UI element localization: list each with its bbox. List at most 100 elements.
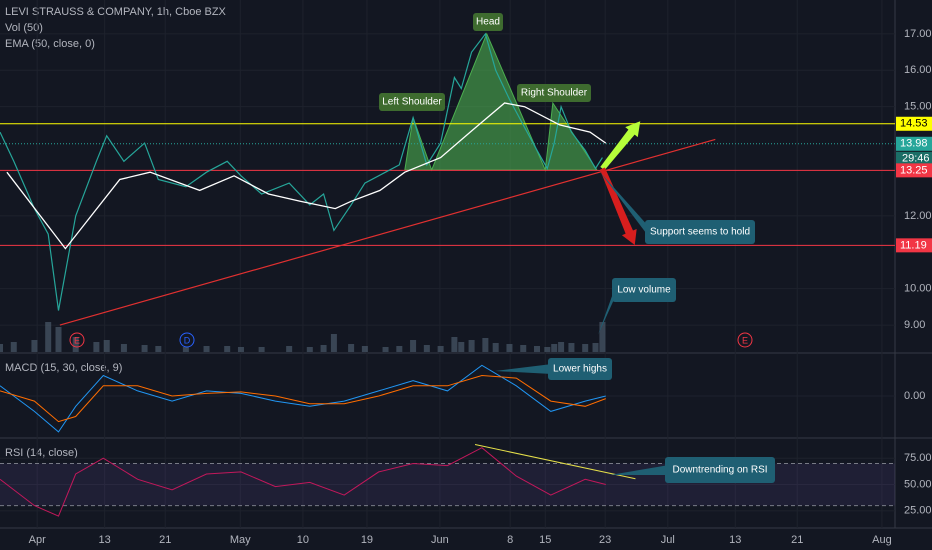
volume-bar	[0, 344, 3, 352]
volume-bar	[141, 345, 148, 352]
volume-bar	[10, 342, 17, 352]
callout-tail	[600, 172, 649, 237]
volume-bar	[203, 346, 210, 352]
price-tag	[896, 116, 932, 131]
volume-bar	[492, 343, 499, 352]
volume-bar	[551, 344, 558, 352]
volume-bar	[103, 340, 110, 352]
volume-bar	[468, 340, 475, 352]
volume-bar	[534, 346, 540, 352]
volume-bar	[306, 347, 313, 352]
volume-bar	[506, 344, 513, 352]
price-tag-label: 14.53	[900, 118, 928, 130]
macd-line	[0, 374, 606, 423]
annotation-text: Support seems to hold	[650, 227, 750, 238]
event-label: E	[742, 335, 748, 345]
arrow	[600, 121, 641, 171]
annotation-text: Head	[476, 17, 500, 28]
price-line	[0, 32, 603, 311]
volume-bar	[482, 338, 489, 352]
event-marker	[737, 332, 753, 348]
annotation-text: Right Shoulder	[521, 88, 588, 99]
price-tag-label: 11.19	[900, 239, 927, 251]
indicator-label: Vol (50)	[5, 22, 43, 34]
volume-bar	[361, 346, 368, 352]
x-tick-label: Jun	[431, 534, 449, 546]
annotation-text: Left Shoulder	[382, 97, 442, 108]
indicator-label: RSI (14, close)	[5, 447, 78, 459]
volume-bar	[320, 345, 327, 352]
x-tick-label: 19	[361, 534, 373, 546]
volume-bar	[396, 346, 403, 352]
volume-bar	[582, 344, 589, 352]
y-tick-label: 15.00	[904, 101, 932, 113]
macd-line	[0, 364, 606, 433]
price-tag-label: 13.98	[900, 138, 928, 150]
chart-title: LEVI STRAUSS & COMPANY, 1h, Cboe BZX	[5, 6, 227, 18]
x-tick-label: 13	[99, 534, 111, 546]
annotation-text: Downtrending on RSI	[672, 465, 767, 476]
event-marker	[179, 332, 195, 348]
price-tag	[896, 136, 932, 151]
y-tick-label: 12.00	[904, 210, 932, 222]
indicator-label: MACD (15, 30, close, 9)	[5, 362, 122, 374]
volume-bar	[330, 334, 337, 352]
volume-bar	[348, 344, 355, 352]
x-tick-label: 10	[297, 534, 309, 546]
volume-bar	[423, 345, 430, 352]
x-tick-label: 13	[729, 534, 741, 546]
volume-bar	[558, 342, 565, 352]
x-tick-label: May	[230, 534, 251, 546]
rsi-line	[0, 447, 606, 517]
volume-bar	[72, 337, 79, 352]
annotation-text: Lower highs	[553, 364, 607, 375]
price-tag-label: 13.25	[900, 164, 928, 176]
event-label: E	[74, 335, 80, 345]
annotation-box	[517, 84, 591, 102]
ema-line	[6, 102, 607, 250]
volume-bar	[286, 346, 293, 352]
price-tag	[896, 238, 932, 253]
volume-bar	[45, 322, 52, 352]
annotation-text: Low volume	[617, 285, 671, 296]
arrow	[599, 167, 637, 245]
volume-bar	[182, 347, 189, 352]
volume-bar	[592, 343, 599, 352]
y-tick-label: 17.00	[904, 28, 932, 40]
y-tick-label: 25.00	[904, 505, 932, 517]
indicator-label: EMA (50, close, 0)	[5, 38, 95, 50]
volume-bar	[520, 345, 527, 352]
volume-bar	[155, 346, 162, 352]
volume-bar	[599, 322, 606, 352]
volume-bar	[410, 340, 417, 352]
annotation-box	[645, 220, 755, 244]
x-tick-label: Aug	[872, 534, 892, 546]
annotation-box	[548, 358, 612, 380]
x-tick-label: Jul	[661, 534, 675, 546]
event-label: D	[184, 335, 191, 345]
x-tick-label: Apr	[29, 534, 46, 546]
annotation-box	[379, 93, 445, 111]
volume-bar	[382, 347, 389, 352]
x-tick-label: 21	[159, 534, 171, 546]
volume-bar	[237, 347, 244, 352]
y-tick-label: 0.00	[904, 390, 925, 402]
x-tick-label: 21	[791, 534, 803, 546]
annotation-box	[612, 278, 676, 302]
rsi-trendline	[474, 444, 636, 480]
volume-bar	[93, 342, 100, 352]
y-tick-label: 10.00	[904, 283, 932, 295]
volume-bar	[55, 327, 62, 352]
x-tick-label: 8	[507, 534, 513, 546]
callout-tail	[610, 465, 669, 475]
volume-bar	[458, 342, 465, 352]
annotation-box	[473, 13, 503, 31]
price-tag	[896, 163, 932, 178]
y-tick-label: 16.00	[904, 64, 932, 76]
volume-bar	[568, 343, 575, 352]
volume-bar	[31, 340, 38, 352]
event-marker	[69, 332, 85, 348]
volume-bar	[437, 346, 444, 352]
volume-bar	[224, 346, 231, 352]
